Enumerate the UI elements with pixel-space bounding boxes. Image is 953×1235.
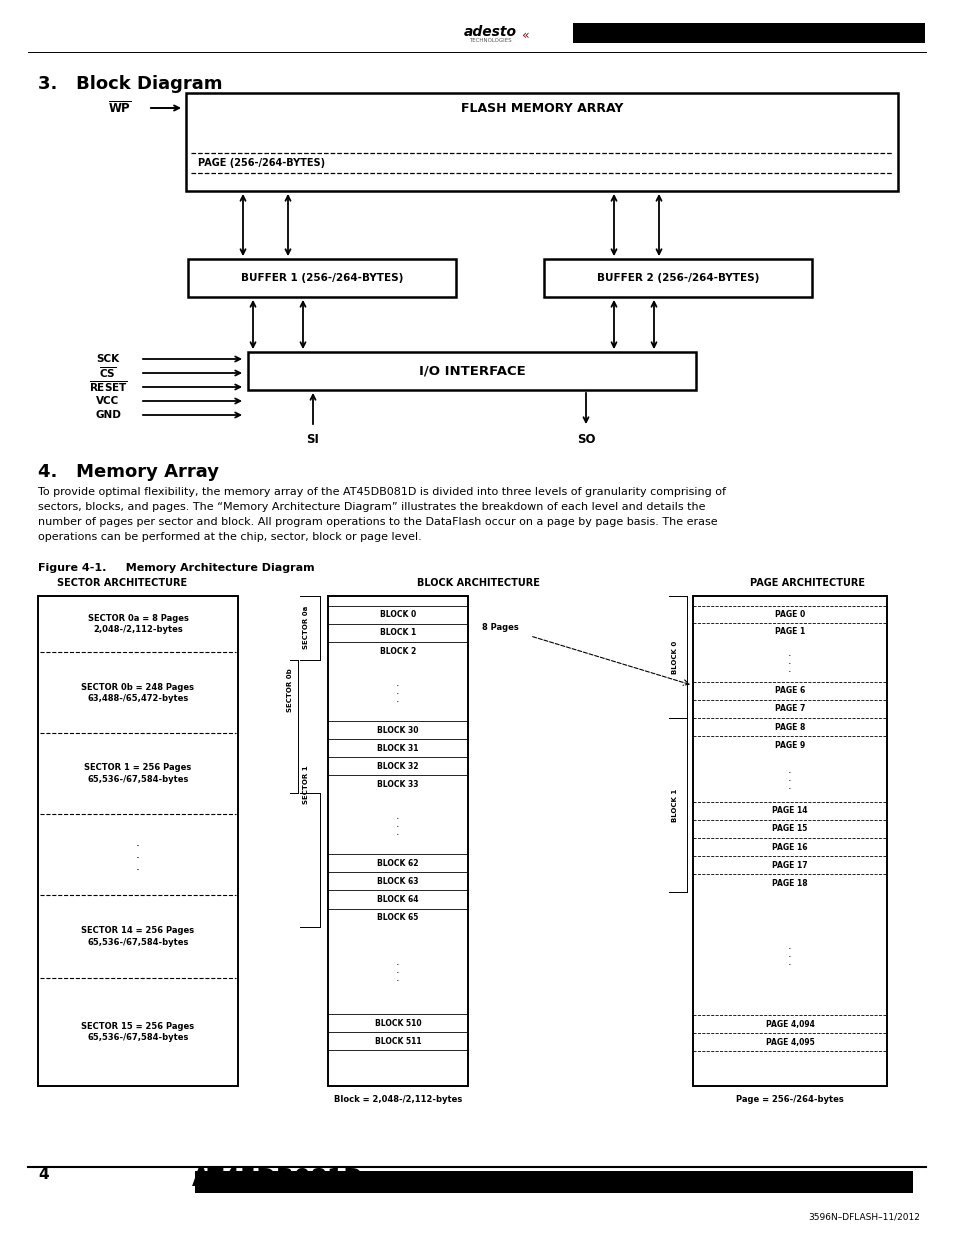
Text: $\overline{\mathbf{CS}}$: $\overline{\mathbf{CS}}$ — [99, 366, 116, 380]
Bar — [573, 23, 924, 43]
Text: PAGE 15: PAGE 15 — [772, 825, 807, 834]
Text: PAGE 16: PAGE 16 — [771, 842, 807, 852]
Text: SECTOR ARCHITECTURE: SECTOR ARCHITECTURE — [57, 578, 187, 588]
Text: SECTOR 1 = 256 Pages
65,536-/67,584-bytes: SECTOR 1 = 256 Pages 65,536-/67,584-byte… — [84, 763, 192, 784]
Text: .: . — [395, 694, 399, 704]
Text: «: « — [521, 28, 529, 42]
Text: .: . — [787, 656, 791, 666]
Text: .: . — [136, 836, 140, 848]
Text: BUFFER 2 (256-/264-BYTES): BUFFER 2 (256-/264-BYTES) — [597, 273, 759, 283]
Text: PAGE 7: PAGE 7 — [774, 704, 804, 714]
Text: 8 Pages: 8 Pages — [481, 624, 518, 632]
Text: BLOCK 33: BLOCK 33 — [376, 781, 418, 789]
Text: PAGE 14: PAGE 14 — [771, 806, 807, 815]
Text: .: . — [395, 678, 399, 688]
Text: BLOCK 1: BLOCK 1 — [671, 789, 678, 821]
Text: AT45DB081D: AT45DB081D — [192, 1167, 364, 1191]
Text: sectors, blocks, and pages. The “Memory Architecture Diagram” illustrates the br: sectors, blocks, and pages. The “Memory … — [38, 501, 705, 513]
Text: .: . — [395, 966, 399, 976]
Text: BLOCK 32: BLOCK 32 — [376, 762, 418, 771]
Text: 4.   Memory Array: 4. Memory Array — [38, 463, 219, 480]
Text: .: . — [787, 948, 791, 958]
Text: BLOCK 63: BLOCK 63 — [376, 877, 418, 885]
Text: SECTOR 14 = 256 Pages
65,536-/67,584-bytes: SECTOR 14 = 256 Pages 65,536-/67,584-byt… — [81, 926, 194, 947]
Text: number of pages per sector and block. All program operations to the DataFlash oc: number of pages per sector and block. Al… — [38, 517, 717, 527]
Text: 3596N–DFLASH–11/2012: 3596N–DFLASH–11/2012 — [807, 1213, 919, 1221]
Text: operations can be performed at the chip, sector, block or page level.: operations can be performed at the chip,… — [38, 532, 421, 542]
Text: 4: 4 — [38, 1167, 49, 1182]
Bar — [248, 352, 696, 390]
Text: SECTOR 15 = 256 Pages
65,536-/67,584-bytes: SECTOR 15 = 256 Pages 65,536-/67,584-byt… — [81, 1021, 194, 1042]
Text: PAGE 0: PAGE 0 — [774, 610, 804, 619]
Text: BLOCK 0: BLOCK 0 — [671, 641, 678, 673]
Text: .: . — [787, 664, 791, 674]
Text: SI: SI — [306, 432, 319, 446]
Text: To provide optimal flexibility, the memory array of the AT45DB081D is divided in: To provide optimal flexibility, the memo… — [38, 487, 725, 496]
Bar — [194, 1171, 912, 1193]
Text: .: . — [787, 764, 791, 776]
Text: BLOCK 31: BLOCK 31 — [376, 743, 418, 752]
Text: SECTOR 0b: SECTOR 0b — [287, 668, 293, 713]
Text: GND: GND — [95, 410, 121, 420]
Text: PAGE 18: PAGE 18 — [771, 879, 807, 888]
Text: BLOCK 64: BLOCK 64 — [376, 895, 418, 904]
Text: .: . — [787, 941, 791, 951]
Text: adesto: adesto — [463, 25, 516, 40]
Text: PAGE 4,094: PAGE 4,094 — [764, 1020, 814, 1029]
Text: .: . — [787, 781, 791, 792]
Text: .: . — [395, 819, 399, 829]
Text: BLOCK 2: BLOCK 2 — [379, 647, 416, 656]
Text: PAGE 6: PAGE 6 — [774, 687, 804, 695]
Text: PAGE 17: PAGE 17 — [771, 861, 807, 869]
Text: .: . — [136, 860, 140, 873]
Text: SCK: SCK — [96, 354, 119, 364]
Text: FLASH MEMORY ARRAY: FLASH MEMORY ARRAY — [460, 101, 622, 115]
Text: Figure 4-1.     Memory Architecture Diagram: Figure 4-1. Memory Architecture Diagram — [38, 563, 314, 573]
Text: .: . — [395, 957, 399, 967]
Text: BLOCK 62: BLOCK 62 — [376, 858, 418, 868]
Text: .: . — [395, 973, 399, 983]
Text: .: . — [136, 848, 140, 861]
Text: VCC: VCC — [96, 396, 119, 406]
Text: BLOCK 0: BLOCK 0 — [379, 610, 416, 620]
Text: PAGE 8: PAGE 8 — [774, 722, 804, 731]
Text: SECTOR 0a: SECTOR 0a — [303, 606, 309, 650]
Text: .: . — [395, 811, 399, 821]
Text: SO: SO — [577, 432, 595, 446]
Text: BUFFER 1 (256-/264-BYTES): BUFFER 1 (256-/264-BYTES) — [240, 273, 403, 283]
Text: Block = 2,048-/2,112-bytes: Block = 2,048-/2,112-bytes — [334, 1095, 461, 1104]
Text: $\overline{\mathbf{WP}}$: $\overline{\mathbf{WP}}$ — [108, 100, 132, 116]
Text: PAGE ARCHITECTURE: PAGE ARCHITECTURE — [750, 578, 864, 588]
Bar — [186, 93, 897, 191]
Text: .: . — [787, 773, 791, 783]
Text: PAGE 9: PAGE 9 — [774, 741, 804, 750]
Text: BLOCK 30: BLOCK 30 — [376, 725, 418, 735]
Text: BLOCK 1: BLOCK 1 — [379, 629, 416, 637]
Text: $\overline{\mathbf{RESET}}$: $\overline{\mathbf{RESET}}$ — [89, 379, 128, 394]
Text: .: . — [787, 648, 791, 658]
Text: .: . — [395, 827, 399, 837]
Text: SECTOR 1: SECTOR 1 — [303, 766, 309, 804]
Text: SECTOR 0b = 248 Pages
63,488-/65,472-bytes: SECTOR 0b = 248 Pages 63,488-/65,472-byt… — [81, 683, 194, 703]
Text: .: . — [787, 957, 791, 967]
Text: Page = 256-/264-bytes: Page = 256-/264-bytes — [736, 1095, 843, 1104]
Bar — [188, 259, 456, 296]
Text: .: . — [395, 685, 399, 695]
Text: BLOCK 511: BLOCK 511 — [375, 1036, 421, 1046]
Bar — [692, 597, 886, 1086]
Bar — [38, 597, 237, 1086]
Text: PAGE 4,095: PAGE 4,095 — [765, 1037, 814, 1046]
Text: 3.   Block Diagram: 3. Block Diagram — [38, 75, 222, 93]
Text: SECTOR 0a = 8 Pages
2,048-/2,112-bytes: SECTOR 0a = 8 Pages 2,048-/2,112-bytes — [88, 614, 189, 635]
Text: PAGE (256-/264-BYTES): PAGE (256-/264-BYTES) — [198, 158, 325, 168]
Text: BLOCK 510: BLOCK 510 — [375, 1019, 421, 1028]
Text: TECHNOLOGIES: TECHNOLOGIES — [468, 37, 511, 42]
Text: BLOCK ARCHITECTURE: BLOCK ARCHITECTURE — [416, 578, 538, 588]
Text: PAGE 1: PAGE 1 — [774, 627, 804, 636]
Text: BLOCK 65: BLOCK 65 — [377, 913, 418, 923]
Bar — [328, 597, 468, 1086]
Text: I/O INTERFACE: I/O INTERFACE — [418, 364, 525, 378]
Bar — [543, 259, 811, 296]
